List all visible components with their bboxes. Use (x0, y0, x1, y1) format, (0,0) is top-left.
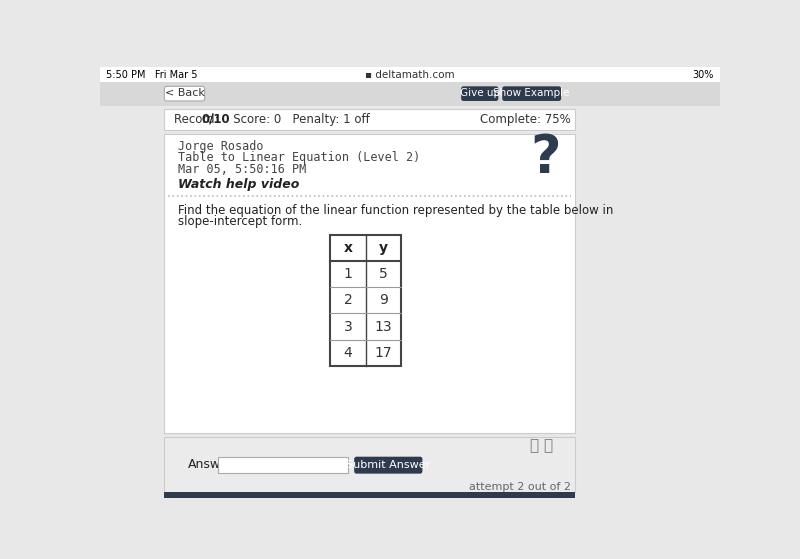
Text: ➖: ➖ (543, 438, 553, 453)
Text: Give up: Give up (460, 88, 500, 98)
Text: 13: 13 (375, 320, 393, 334)
Text: Watch help video: Watch help video (178, 178, 299, 191)
Text: 3: 3 (344, 320, 352, 334)
Bar (164, 492, 575, 498)
FancyBboxPatch shape (461, 86, 498, 101)
Bar (100, 83, 720, 106)
Text: Find the equation of the linear function represented by the table below in: Find the equation of the linear function… (178, 204, 613, 217)
Text: < Back: < Back (165, 88, 205, 98)
FancyBboxPatch shape (164, 86, 205, 101)
Text: 9: 9 (379, 293, 388, 307)
Text: ➕: ➕ (530, 438, 538, 453)
FancyBboxPatch shape (354, 457, 422, 473)
Bar (164, 108, 575, 130)
Text: Answer:: Answer: (187, 458, 238, 471)
Bar (330, 235, 402, 366)
Text: 5:50 PM   Fri Mar 5: 5:50 PM Fri Mar 5 (106, 70, 198, 80)
Text: Submit Answer: Submit Answer (346, 460, 430, 470)
Text: slope-intercept form.: slope-intercept form. (178, 215, 302, 228)
Text: 0/10: 0/10 (202, 113, 230, 126)
Text: Jorge Rosado: Jorge Rosado (178, 140, 263, 153)
Text: Table to Linear Equation (Level 2): Table to Linear Equation (Level 2) (178, 151, 420, 164)
Text: 1: 1 (343, 267, 353, 281)
Bar (164, 437, 575, 492)
Bar (164, 134, 575, 433)
Bar (100, 67, 720, 83)
Text: ▪ deltamath.com: ▪ deltamath.com (365, 70, 455, 80)
Text: 2: 2 (344, 293, 352, 307)
Text: Show Example: Show Example (494, 88, 570, 98)
Text: y: y (379, 241, 388, 255)
Bar (218, 457, 348, 473)
Text: ?: ? (530, 132, 561, 184)
Text: attempt 2 out of 2: attempt 2 out of 2 (469, 482, 571, 492)
Text: Record:: Record: (174, 113, 222, 126)
Text: Complete: 75%: Complete: 75% (480, 113, 570, 126)
Text: Mar 05, 5:50:16 PM: Mar 05, 5:50:16 PM (178, 163, 306, 176)
FancyBboxPatch shape (502, 86, 561, 101)
Text: 4: 4 (344, 346, 352, 360)
Text: 17: 17 (375, 346, 393, 360)
Text: 30%: 30% (693, 70, 714, 80)
Text: Score: 0   Penalty: 1 off: Score: 0 Penalty: 1 off (222, 113, 370, 126)
Text: 5: 5 (379, 267, 388, 281)
Text: x: x (343, 241, 353, 255)
